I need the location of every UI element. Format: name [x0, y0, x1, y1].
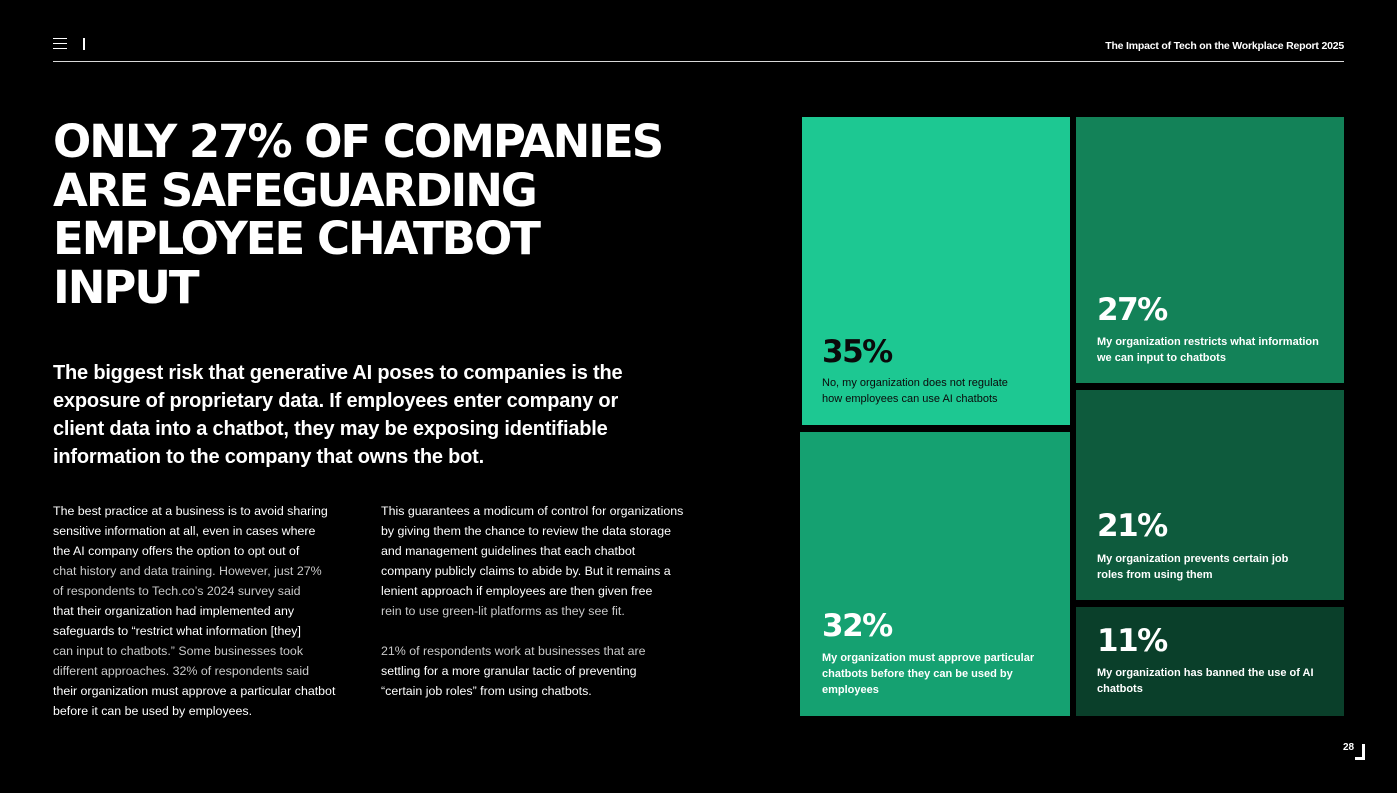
lead-line: client data into a chatbot, they may be …	[53, 418, 608, 440]
stat-description: My organization prevents certain job rol…	[1097, 551, 1288, 583]
stat-description-line: My organization must approve particular	[822, 652, 1035, 664]
stat-description-line: No, my organization does not regulate	[822, 377, 1008, 389]
body-line: different approaches. 32% of respondents…	[53, 664, 310, 678]
body-column-right: This guarantees a modicum of control for…	[381, 501, 701, 701]
divider-icon	[83, 38, 85, 50]
page-number: 28	[1343, 742, 1355, 753]
body-line: can input to chatbots.” Some businesses …	[53, 644, 304, 658]
stat-value: 32%	[822, 608, 893, 644]
stat-description: My organization has banned the use of AI…	[1097, 665, 1314, 697]
body-line: company publicly claims to abide by. But…	[381, 564, 671, 578]
stat-value: 35%	[822, 334, 893, 370]
body-line: “certain job roles” from using chatbots.	[381, 684, 592, 698]
stat-tile-11: 11% My organization has banned the use o…	[1076, 607, 1344, 716]
headline-line: ONLY 27% OF COMPANIES	[53, 115, 664, 168]
report-title: The Impact of Tech on the Workplace Repo…	[1105, 40, 1344, 52]
headline-line: ARE SAFEGUARDING	[53, 163, 538, 217]
body-line: their organization must approve a partic…	[53, 684, 336, 698]
lead-line: exposure of proprietary data. If employe…	[53, 390, 619, 412]
body-line: safeguards to “restrict what information…	[53, 624, 301, 638]
stat-value: 11%	[1097, 623, 1168, 659]
body-line: before it can be used by employees.	[53, 704, 253, 718]
stat-description-line: we can input to chatbots	[1097, 352, 1226, 364]
menu-icon[interactable]	[53, 38, 67, 50]
stat-value: 27%	[1097, 292, 1168, 328]
top-bar: The Impact of Tech on the Workplace Repo…	[53, 0, 1344, 62]
stat-value: 21%	[1097, 508, 1168, 544]
body-line: by giving them the chance to review the …	[381, 524, 671, 538]
body-column-left: The best practice at a business is to av…	[53, 501, 363, 721]
stat-description-line: how employees can use AI chatbots	[822, 393, 998, 405]
lead-paragraph: The biggest risk that generative AI pose…	[53, 359, 693, 471]
body-line: The best practice at a business is to av…	[53, 504, 328, 518]
stat-description-line: My organization restricts what informati…	[1097, 336, 1319, 348]
stat-description-line: roles from using them	[1097, 569, 1213, 581]
body-line: sensitive information at all, even in ca…	[53, 524, 316, 538]
page-headline: ONLY 27% OF COMPANIES ARE SAFEGUARDING E…	[53, 115, 773, 314]
stat-tile-35: 35% No, my organization does not regulat…	[802, 117, 1070, 425]
paragraph-gap	[381, 621, 701, 641]
body-line: This guarantees a modicum of control for…	[381, 504, 684, 518]
body-line: 21% of respondents work at businesses th…	[381, 644, 646, 658]
page-corner-icon	[1355, 744, 1365, 760]
stat-description-line: My organization has banned the use of AI	[1097, 667, 1314, 679]
stat-tile-27: 27% My organization restricts what infor…	[1076, 117, 1344, 383]
stat-tile-21: 21% My organization prevents certain job…	[1076, 390, 1344, 600]
body-line: of respondents to Tech.co’s 2024 survey …	[53, 584, 301, 598]
stat-description-line: My organization prevents certain job	[1097, 553, 1289, 565]
body-line: the AI company offers the option to opt …	[53, 544, 300, 558]
stat-tile-32: 32% My organization must approve particu…	[800, 432, 1070, 716]
stat-description: No, my organization does not regulate ho…	[822, 375, 1008, 407]
stat-description-line: chatbots before they can be used by	[822, 668, 1013, 680]
headline-line: EMPLOYEE CHATBOT	[53, 212, 541, 265]
lead-line: The biggest risk that generative AI pose…	[53, 362, 623, 384]
headline-line: INPUT	[53, 260, 200, 314]
body-line: rein to use green-lit platforms as they …	[381, 604, 625, 618]
body-line: settling for a more granular tactic of p…	[381, 664, 637, 678]
stat-description: My organization restricts what informati…	[1097, 334, 1319, 366]
body-line: chat history and data training. However,…	[53, 564, 322, 578]
body-line: and management guidelines that each chat…	[381, 544, 636, 558]
stat-description-line: chatbots	[1097, 683, 1143, 695]
stat-description: My organization must approve particular …	[822, 650, 1034, 698]
stat-description-line: employees	[822, 684, 879, 696]
lead-line: information to the company that owns the…	[53, 446, 484, 468]
body-line: lenient approach if employees are then g…	[381, 584, 653, 598]
body-line: that their organization had implemented …	[53, 604, 295, 618]
